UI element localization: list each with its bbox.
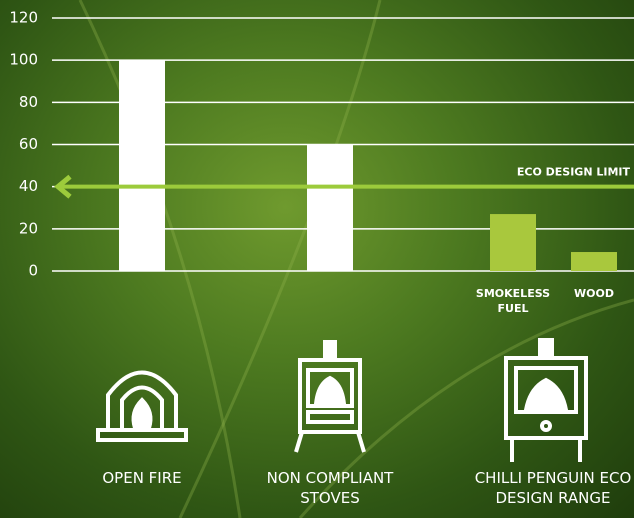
open-fire-icon (98, 373, 186, 441)
y-tick-label: 60 (19, 135, 38, 153)
bar (571, 252, 617, 271)
group-label: NON COMPLIANT STOVES (245, 468, 415, 508)
y-tick-label: 100 (9, 51, 38, 69)
bar (307, 145, 353, 272)
y-tick-label: 20 (19, 219, 38, 237)
x-tick-label: WOOD (549, 286, 634, 301)
y-tick-label: 40 (19, 177, 38, 195)
limit-label: ECO DESIGN LIMIT (517, 166, 631, 179)
page: 0 20 40 60 80 100 120 ECO DESIGN LIMIT SMOKELES… (0, 0, 634, 518)
y-tick-label: 0 (28, 262, 38, 280)
group-label: OPEN FIRE (57, 468, 227, 488)
chart: 0 20 40 60 80 100 120 ECO DESIGN LIMIT (0, 0, 634, 518)
eco-stove-icon (506, 340, 586, 462)
non-compliant-stove-icon (296, 342, 364, 452)
group-label: CHILLI PENGUIN ECO DESIGN RANGE (468, 468, 634, 508)
y-tick-label: 80 (19, 93, 38, 111)
y-tick-label: 120 (9, 9, 38, 27)
bar (119, 60, 165, 271)
bar (490, 214, 536, 271)
x-tick-label: SMOKELESS FUEL (468, 286, 558, 316)
